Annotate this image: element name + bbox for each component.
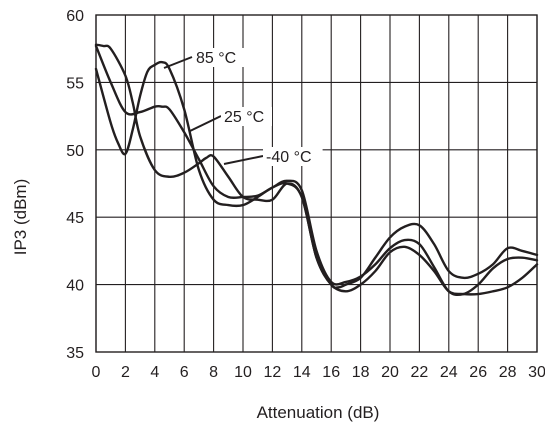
- y-tick-label: 55: [66, 75, 84, 92]
- x-tick-label: 6: [180, 364, 189, 381]
- series-label-85c: 85 °C: [196, 50, 236, 67]
- label-backdrop: [193, 48, 244, 67]
- series-labels: 85 °C 25 °C -40 °C: [193, 48, 323, 166]
- grid: [95, 14, 538, 353]
- series-line-minus40c: [94, 43, 539, 296]
- x-tick-label: 28: [499, 364, 517, 381]
- series-label-minus40c: -40 °C: [266, 149, 312, 166]
- x-tick-label: 0: [92, 364, 101, 381]
- x-tick-label: 22: [411, 364, 429, 381]
- x-tick-label: 12: [264, 364, 282, 381]
- y-tick-label: 35: [66, 345, 84, 362]
- x-tick-label: 24: [440, 364, 458, 381]
- y-tick-label: 45: [66, 210, 84, 227]
- x-axis-label: Attenuation (dB): [257, 403, 380, 422]
- y-tick-label: 60: [66, 8, 84, 25]
- x-tick-label: 30: [528, 364, 545, 381]
- leader-line-minus40c: [223, 155, 264, 165]
- x-tick-label: 16: [322, 364, 340, 381]
- series-curves: [94, 43, 539, 297]
- x-tick-label: 26: [469, 364, 487, 381]
- x-tick-label: 14: [293, 364, 311, 381]
- x-tick-label: 4: [150, 364, 159, 381]
- y-axis-label: IP3 (dBm): [11, 179, 30, 256]
- leader-line-85c: [163, 56, 193, 69]
- x-tick-label: 18: [352, 364, 370, 381]
- series-label-25c: 25 °C: [224, 109, 264, 126]
- label-backdrop: [221, 107, 272, 126]
- plot-frame: [95, 14, 538, 353]
- y-tick-label: 40: [66, 278, 84, 295]
- x-tick-label: 2: [121, 364, 130, 381]
- y-tick-label: 50: [66, 143, 84, 160]
- leader-line-25c: [189, 115, 222, 132]
- series-leaders: [163, 56, 264, 165]
- x-tick-label: 8: [209, 364, 218, 381]
- x-tick-label: 20: [381, 364, 399, 381]
- label-backdrop: [263, 147, 323, 166]
- x-tick-label: 10: [234, 364, 252, 381]
